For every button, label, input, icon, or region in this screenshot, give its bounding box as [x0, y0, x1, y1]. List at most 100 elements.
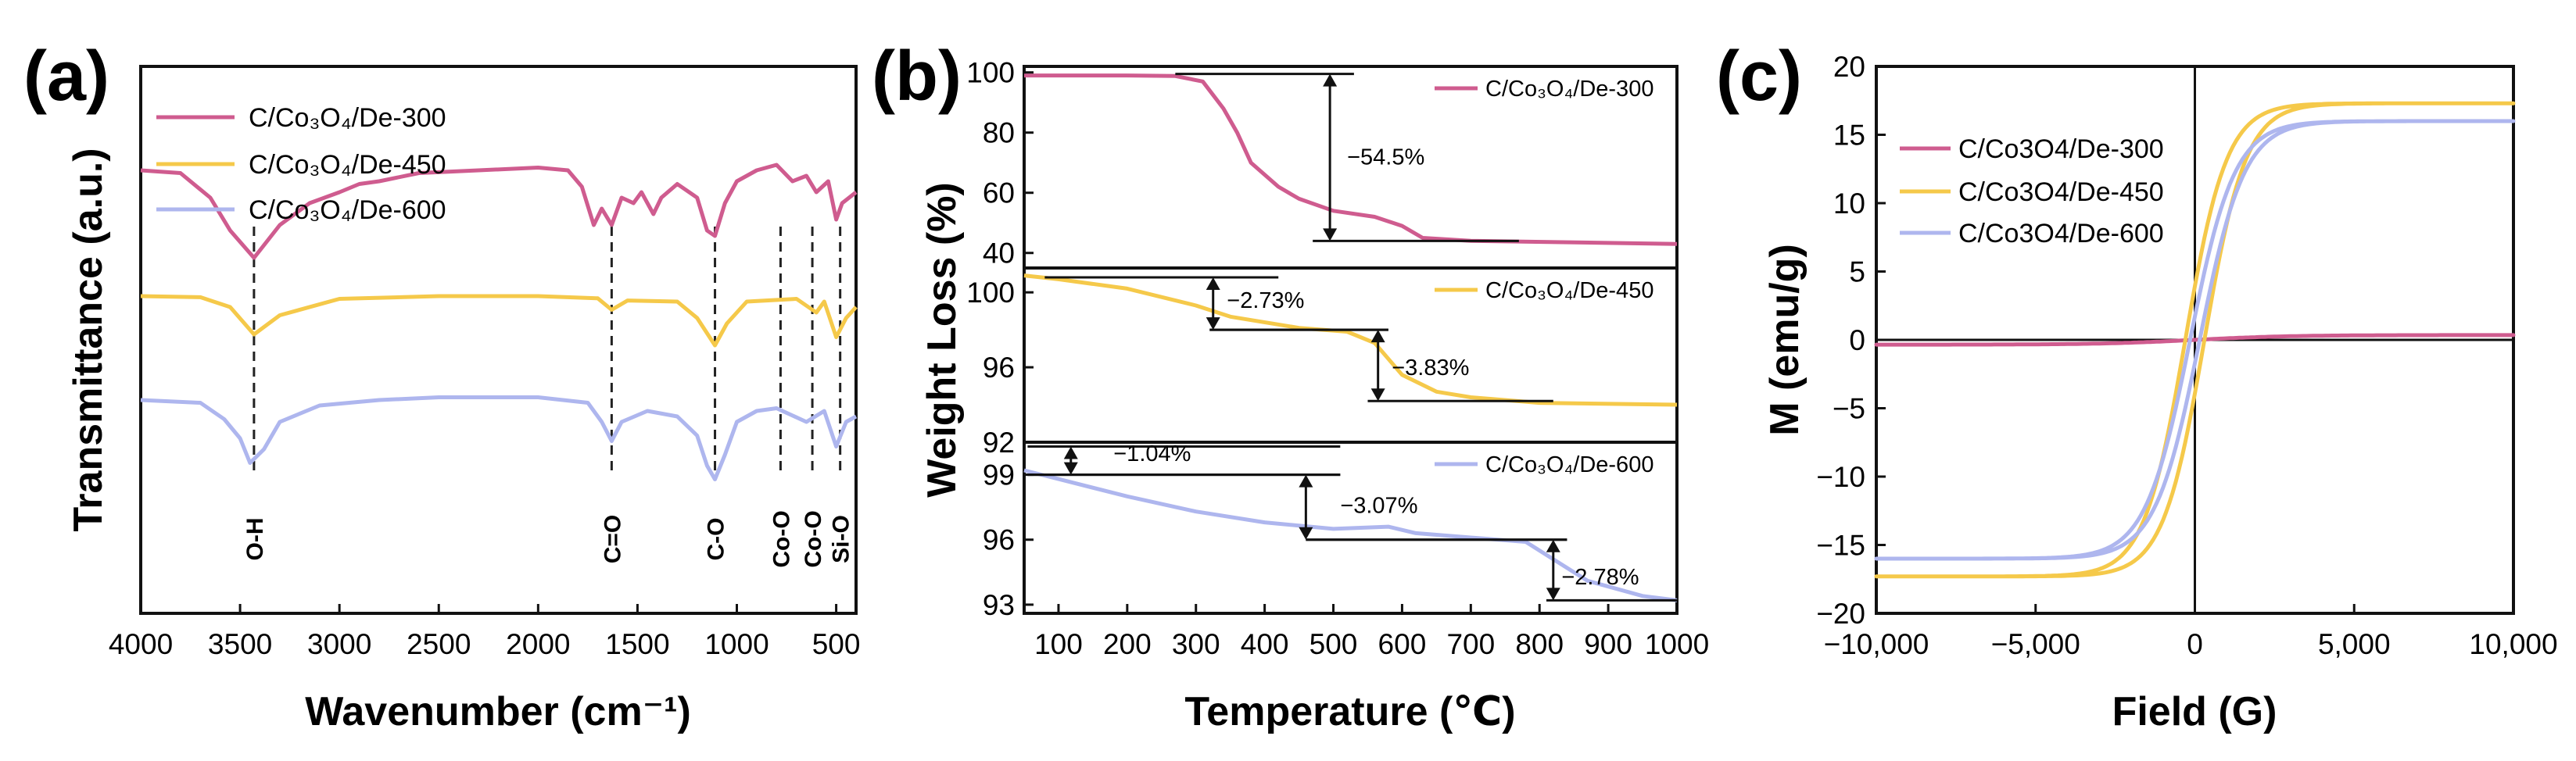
- tga-ann-label-2-2: −2.78%: [1561, 565, 1639, 590]
- x-tick-label-3: 2500: [407, 628, 471, 660]
- tga-curve-0: [1024, 73, 1678, 246]
- panel-b-content: C/Co₃O₄/De-300 40 60 80 100 −54.5% C/Co₃O₄/De-…: [966, 57, 1709, 660]
- panel-b-xlabel: Temperature (℃): [1184, 689, 1515, 734]
- panel-a-lines: [140, 163, 858, 481]
- mh-loop-1: [1874, 101, 2516, 579]
- panel-a: (a) O-H C=O C-O Co-O Co-O Si-O 4000 3500 3000 25…: [23, 38, 860, 734]
- legend-label-300: C/Co₃O₄/De-300: [249, 103, 446, 133]
- panel-a-bands: O-H C=O C-O Co-O Co-O Si-O: [242, 227, 854, 568]
- x-tick-label-6: 1000: [704, 628, 769, 660]
- tga-y-tick-label-0-1: 60: [983, 177, 1015, 209]
- legend-label-450: C/Co₃O₄/De-450: [249, 150, 446, 180]
- tga-ann-arrow-down-0-0: [1323, 228, 1338, 241]
- tga-curve-2: [1023, 468, 1678, 602]
- mh-y-tick-label-0: −20: [1816, 598, 1865, 630]
- series-line-1: [140, 294, 858, 348]
- panel-a-legend: C/Co₃O₄/De-300 C/Co₃O₄/De-450 C/Co₃O₄/De…: [156, 103, 446, 225]
- tga-y-tick-label-0-2: 80: [983, 117, 1015, 149]
- band-label-3: Co-O: [769, 510, 794, 567]
- legend-label-600: C/Co₃O₄/De-600: [249, 195, 446, 225]
- band-label-4: Co-O: [801, 510, 826, 567]
- mh-loop-0: [1874, 333, 2516, 347]
- mh-y-tick-label-3: −5: [1833, 393, 1865, 425]
- tga-y-tick-label-1-0: 92: [983, 427, 1015, 459]
- tga-ann-label-1-1: −3.83%: [1392, 355, 1469, 380]
- panel-c-content: −10,000 −5,000 0 5,000 10,000 −20 −15 −10 −5 0 5 10…: [1816, 51, 2557, 660]
- panel-c-xlabel: Field (G): [2112, 689, 2277, 734]
- tga-x-tick-label-6: 700: [1446, 628, 1495, 660]
- tga-ann-arrow-up-1-0: [1206, 277, 1220, 290]
- tga-ann-label-2-0: −1.04%: [1113, 441, 1191, 466]
- tga-legend-label-1: C/Co₃O₄/De-450: [1485, 278, 1653, 303]
- series-line-2: [140, 395, 858, 481]
- panel-b-ylabel: Weight Loss (%): [919, 182, 965, 497]
- tga-ann-arrow-down-1-1: [1370, 388, 1385, 402]
- tga-y-tick-label-2-1: 96: [983, 524, 1015, 556]
- tga-y-tick-label-1-2: 100: [966, 277, 1015, 309]
- mh-x-tick-label-3: 5,000: [2318, 628, 2391, 660]
- tga-x-tick-label-3: 400: [1241, 628, 1289, 660]
- tga-ann-label-1-0: −2.73%: [1227, 288, 1304, 313]
- mh-y-tick-label-2: −10: [1816, 461, 1865, 493]
- tga-ann-arrow-up-2-0: [1063, 446, 1078, 459]
- mh-loop-2: [1874, 119, 2516, 561]
- panel-b: (b) C/Co₃O₄/De-300406080100−54.5%C/Co₃O₄…: [872, 38, 1709, 734]
- tga-ann-arrow-up-2-2: [1546, 539, 1560, 552]
- tga-ann-arrow-down-2-2: [1546, 588, 1560, 601]
- band-label-1: C=O: [600, 515, 625, 564]
- band-label-5: Si-O: [829, 515, 854, 563]
- mh-y-tick-label-8: 20: [1833, 51, 1865, 83]
- mh-y-tick-label-1: −15: [1816, 530, 1865, 562]
- tga-y-tick-label-0-3: 100: [966, 57, 1015, 89]
- tga-ann-arrow-down-2-0: [1063, 462, 1078, 475]
- band-label-2: C-O: [704, 518, 729, 561]
- tga-ann-arrow-up-1-1: [1370, 330, 1385, 343]
- tga-ann-arrow-down-1-0: [1206, 317, 1220, 330]
- mh-x-tick-label-0: −10,000: [1824, 628, 1929, 660]
- panel-a-ylabel: Transmittance (a.u.): [66, 148, 111, 531]
- tga-x-tick-label-0: 100: [1034, 628, 1083, 660]
- x-tick-label-1: 3500: [208, 628, 272, 660]
- panel-c-ylabel: M (emu/g): [1762, 244, 1807, 436]
- tga-y-tick-label-0-0: 40: [983, 238, 1015, 270]
- legend-label-450: C/Co3O4/De-450: [1958, 177, 2164, 207]
- x-tick-label-2: 3000: [307, 628, 371, 660]
- mh-x-tick-label-2: 0: [2187, 628, 2203, 660]
- legend-label-300: C/Co3O4/De-300: [1958, 134, 2164, 164]
- tga-ann-arrow-up-2-1: [1299, 474, 1313, 488]
- panel-c: (c) −10,000 −5,000 0 5,000 10,000 −20 −15 −10 −5…: [1716, 38, 2558, 734]
- tga-ann-label-2-1: −3.07%: [1340, 493, 1417, 518]
- tga-ann-arrow-up-0-0: [1323, 73, 1338, 87]
- mh-x-tick-label-1: −5,000: [1991, 628, 2080, 660]
- tga-x-tick-label-9: 1000: [1645, 628, 1709, 660]
- tga-legend-label-2: C/Co₃O₄/De-600: [1485, 452, 1653, 477]
- tga-ann-arrow-down-2-1: [1299, 527, 1313, 540]
- tga-x-tick-label-5: 600: [1378, 628, 1427, 660]
- tga-y-tick-label-2-2: 99: [983, 459, 1015, 491]
- tga-legend-label-0: C/Co₃O₄/De-300: [1485, 77, 1653, 102]
- band-label-0: O-H: [242, 518, 268, 561]
- tga-curve-1: [1023, 273, 1678, 407]
- x-tick-label-4: 2000: [506, 628, 570, 660]
- x-tick-label-0: 4000: [109, 628, 173, 660]
- tga-y-tick-label-2-0: 93: [983, 589, 1015, 621]
- panel-a-frame: [139, 65, 858, 615]
- panel-a-label: (a): [23, 38, 109, 116]
- tga-x-tick-label-7: 800: [1515, 628, 1564, 660]
- tga-x-tick-label-2: 300: [1172, 628, 1220, 660]
- mh-y-tick-label-5: 5: [1849, 256, 1865, 288]
- panel-a-xlabel: Wavenumber (cm⁻¹): [305, 689, 691, 734]
- series-line-0: [140, 163, 858, 260]
- mh-y-tick-label-6: 10: [1833, 188, 1865, 220]
- tga-x-tick-label-4: 500: [1309, 628, 1358, 660]
- legend-label-600: C/Co3O4/De-600: [1958, 219, 2164, 248]
- panel-c-legend: C/Co3O4/De-300 C/Co3O4/De-450 C/Co3O4/De…: [1900, 134, 2164, 248]
- x-tick-label-5: 1500: [605, 628, 669, 660]
- panel-b-frame: [1023, 65, 1679, 615]
- panel-a-ticks: 4000 3500 3000 2500 2000 1500 1000 500: [109, 604, 861, 660]
- mh-x-tick-label-4: 10,000: [2469, 628, 2557, 660]
- x-tick-label-7: 500: [812, 628, 861, 660]
- mh-y-tick-label-7: 15: [1833, 120, 1865, 152]
- tga-y-tick-label-1-1: 96: [983, 352, 1015, 384]
